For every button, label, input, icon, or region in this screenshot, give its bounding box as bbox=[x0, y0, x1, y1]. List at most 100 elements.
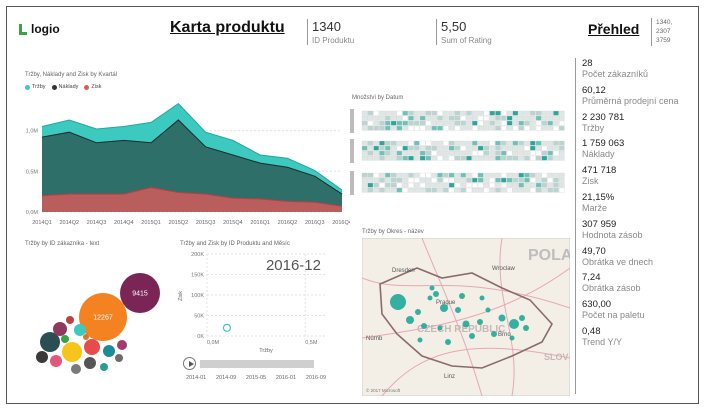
heatmap-cell[interactable] bbox=[483, 187, 490, 193]
heatmap-cell[interactable] bbox=[506, 182, 513, 188]
heatmap-cell[interactable] bbox=[506, 145, 513, 151]
heatmap-cell[interactable] bbox=[390, 177, 397, 183]
customer-bubble[interactable] bbox=[84, 357, 96, 369]
heatmap-cell[interactable] bbox=[390, 140, 397, 146]
heatmap-cell[interactable] bbox=[553, 155, 559, 161]
heatmap-cell[interactable] bbox=[506, 110, 513, 116]
heatmap-cell[interactable] bbox=[530, 187, 536, 193]
heatmap-cell[interactable] bbox=[524, 155, 530, 161]
heatmap-cell[interactable] bbox=[361, 187, 368, 193]
heatmap-cell[interactable] bbox=[559, 120, 565, 126]
heatmap-cell[interactable] bbox=[524, 145, 530, 151]
heatmap-cell[interactable] bbox=[472, 110, 478, 116]
heatmap-cell[interactable] bbox=[472, 150, 478, 156]
heatmap-cell[interactable] bbox=[408, 172, 414, 178]
heatmap-cell[interactable] bbox=[501, 150, 507, 156]
heatmap-cell[interactable] bbox=[553, 182, 559, 188]
heatmap-cell[interactable] bbox=[431, 150, 437, 156]
heatmap-cell[interactable] bbox=[535, 182, 542, 188]
heatmap-cell[interactable] bbox=[483, 115, 490, 121]
heatmap-cell[interactable] bbox=[437, 110, 443, 116]
heatmap-cell[interactable] bbox=[425, 187, 432, 193]
heatmap-cell[interactable] bbox=[553, 150, 559, 156]
legend-item-naklady[interactable]: Náklady bbox=[51, 84, 78, 90]
heatmap-cell[interactable] bbox=[530, 115, 536, 121]
heatmap-cell[interactable] bbox=[477, 110, 484, 116]
heatmap-cell[interactable] bbox=[443, 177, 449, 183]
heatmap-cell[interactable] bbox=[559, 145, 565, 151]
customer-bubble[interactable] bbox=[100, 363, 108, 371]
heatmap-cell[interactable] bbox=[396, 110, 403, 116]
heatmap-cell[interactable] bbox=[367, 140, 374, 146]
heatmap-cell[interactable] bbox=[524, 110, 530, 116]
heatmap-cell[interactable] bbox=[402, 182, 408, 188]
heatmap-cell[interactable] bbox=[361, 115, 368, 121]
heatmap-cell[interactable] bbox=[448, 187, 455, 193]
heatmap-cell[interactable] bbox=[408, 125, 414, 131]
heatmap-cell[interactable] bbox=[547, 182, 553, 188]
heatmap-cell[interactable] bbox=[530, 150, 536, 156]
district-bubble[interactable] bbox=[390, 294, 406, 310]
heatmap-cell[interactable] bbox=[489, 155, 495, 161]
kpi-card-product-id[interactable]: 1340 ID Produktu bbox=[307, 19, 422, 45]
heatmap-cell[interactable] bbox=[518, 115, 524, 121]
heatmap-cell[interactable] bbox=[489, 145, 495, 151]
heatmap-cell[interactable] bbox=[431, 125, 437, 131]
heatmap-cell[interactable] bbox=[559, 177, 565, 183]
customer-bubble[interactable] bbox=[62, 342, 82, 362]
heatmap-cell[interactable] bbox=[425, 125, 432, 131]
heatmap-cell[interactable] bbox=[472, 155, 478, 161]
heatmap-cell[interactable] bbox=[373, 155, 379, 161]
heatmap-cell[interactable] bbox=[489, 172, 495, 178]
heatmap-cell[interactable] bbox=[530, 125, 536, 131]
heatmap-cell[interactable] bbox=[361, 110, 368, 116]
heatmap-cell[interactable] bbox=[414, 140, 420, 146]
heatmap-cell[interactable] bbox=[541, 187, 548, 193]
heatmap-cell[interactable] bbox=[373, 150, 379, 156]
heatmap-cell[interactable] bbox=[385, 187, 391, 193]
heatmap-cell[interactable] bbox=[437, 177, 443, 183]
heatmap-cell[interactable] bbox=[385, 140, 391, 146]
heatmap-cell[interactable] bbox=[431, 155, 437, 161]
heatmap-cell[interactable] bbox=[530, 110, 536, 116]
heatmap-cell[interactable] bbox=[489, 150, 495, 156]
heatmap-cell[interactable] bbox=[472, 120, 478, 126]
heatmap-cell[interactable] bbox=[437, 140, 443, 146]
heatmap-cell[interactable] bbox=[361, 145, 368, 151]
heatmap-cell[interactable] bbox=[443, 155, 449, 161]
heatmap-cell[interactable] bbox=[518, 125, 524, 131]
heatmap-cell[interactable] bbox=[501, 140, 507, 146]
heatmap-cell[interactable] bbox=[553, 145, 559, 151]
heatmap-cell[interactable] bbox=[385, 115, 391, 121]
heatmap-cell[interactable] bbox=[437, 172, 443, 178]
heatmap-cell[interactable] bbox=[489, 115, 495, 121]
heatmap-cell[interactable] bbox=[414, 110, 420, 116]
heatmap-cell[interactable] bbox=[489, 125, 495, 131]
heatmap-cell[interactable] bbox=[547, 187, 553, 193]
heatmap-cell[interactable] bbox=[541, 150, 548, 156]
heatmap-cell[interactable] bbox=[396, 120, 403, 126]
heatmap-cell[interactable] bbox=[535, 155, 542, 161]
heatmap-cell[interactable] bbox=[466, 140, 472, 146]
heatmap-cell[interactable] bbox=[524, 140, 530, 146]
district-bubble[interactable] bbox=[406, 316, 414, 324]
heatmap-cell[interactable] bbox=[396, 172, 403, 178]
region-map[interactable]: POLA Wroclaw Dresden Prague CZECH REPUBLIC SL… bbox=[362, 238, 570, 396]
heatmap-cell[interactable] bbox=[385, 110, 391, 116]
heatmap-cell[interactable] bbox=[541, 125, 548, 131]
heatmap-cell[interactable] bbox=[524, 172, 530, 178]
customer-bubble[interactable] bbox=[36, 351, 48, 363]
heatmap-cell[interactable] bbox=[425, 145, 432, 151]
heatmap-cell[interactable] bbox=[419, 140, 426, 146]
heatmap-cell[interactable] bbox=[477, 155, 484, 161]
heatmap-cell[interactable] bbox=[396, 125, 403, 131]
heatmap-cell[interactable] bbox=[506, 140, 513, 146]
heatmap-cell[interactable] bbox=[396, 150, 403, 156]
heatmap-cell[interactable] bbox=[443, 110, 449, 116]
heatmap-cell[interactable] bbox=[512, 140, 519, 146]
heatmap-cell[interactable] bbox=[501, 145, 507, 151]
district-bubble[interactable] bbox=[445, 339, 451, 345]
heatmap-cell[interactable] bbox=[483, 110, 490, 116]
district-bubble[interactable] bbox=[459, 293, 465, 299]
heatmap-cell[interactable] bbox=[483, 155, 490, 161]
